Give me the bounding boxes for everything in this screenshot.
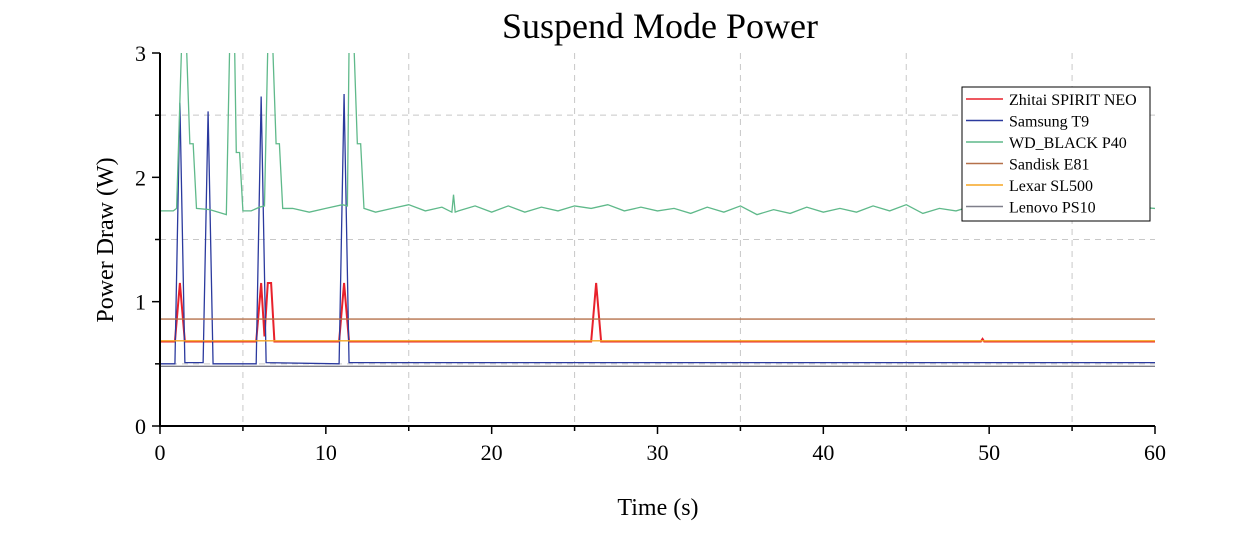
x-axis-label: Time (s) — [617, 495, 698, 521]
series-line-1 — [160, 94, 1155, 365]
y-axis-label: Power Draw (W) — [93, 157, 119, 322]
x-tick-label: 40 — [812, 440, 834, 465]
y-tick-label: 1 — [135, 290, 146, 315]
x-tick-label: 30 — [647, 440, 669, 465]
x-tick-label: 50 — [978, 440, 1000, 465]
y-tick-label: 3 — [135, 41, 146, 66]
legend-label: Lexar SL500 — [1009, 178, 1093, 195]
x-tick-label: 10 — [315, 440, 337, 465]
legend: Zhitai SPIRIT NEO Samsung T9 WD_BLACK P40 S… — [961, 86, 1151, 222]
x-tick-label: 60 — [1144, 440, 1166, 465]
y-tick-label: 0 — [135, 414, 146, 439]
y-tick-label: 2 — [135, 165, 146, 190]
legend-box — [961, 86, 1151, 222]
x-tick-label: 20 — [481, 440, 503, 465]
legend-label: Samsung T9 — [1009, 114, 1089, 131]
legend-label: Zhitai SPIRIT NEO — [1009, 92, 1137, 109]
x-tick-label: 0 — [155, 440, 166, 465]
chart-title: Suspend Mode Power — [502, 6, 818, 46]
legend-label: WD_BLACK P40 — [1009, 135, 1127, 152]
series-line-0 — [160, 282, 1155, 343]
series-line-2 — [160, 53, 1155, 216]
legend-label: Lenovo PS10 — [1009, 200, 1096, 217]
legend-label: Sandisk E81 — [1009, 157, 1089, 174]
